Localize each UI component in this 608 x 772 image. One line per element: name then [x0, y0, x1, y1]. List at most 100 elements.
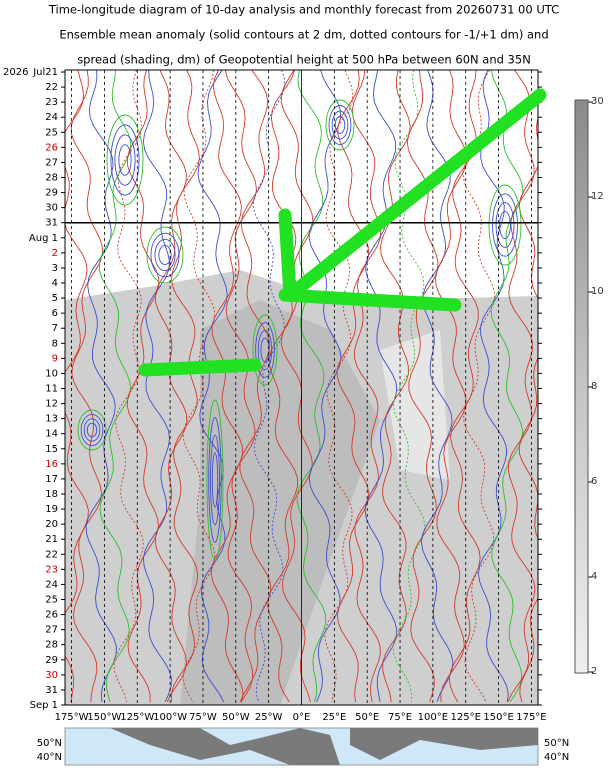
- y-tick-label: 13: [45, 414, 58, 425]
- y-tick-label: 2: [52, 248, 58, 259]
- contour: [224, 70, 257, 703]
- x-tick-label: 125°E: [451, 712, 481, 723]
- contour: [325, 99, 355, 151]
- x-tick-label: 0°E: [293, 712, 311, 723]
- map-label: 50°N: [37, 738, 62, 749]
- colorbar-tick-label: 8: [591, 381, 597, 392]
- contour: [406, 70, 439, 703]
- contour: [142, 70, 172, 703]
- contours: [65, 70, 538, 703]
- contour: [158, 245, 172, 265]
- contour: [113, 70, 144, 703]
- y-tick-label: 4: [52, 278, 58, 289]
- year-label: 2026: [3, 67, 28, 78]
- y-tick-label: 5: [52, 293, 58, 304]
- x-tick-label: 50°E: [355, 712, 379, 723]
- contour: [488, 184, 522, 266]
- contour: [308, 70, 342, 703]
- y-tick-label: 8: [52, 338, 58, 349]
- y-tick-label: 26: [45, 142, 58, 153]
- contour: [380, 70, 411, 703]
- contour: [260, 337, 270, 363]
- x-tick-label: 25°W: [255, 712, 283, 723]
- colorbar-tick-label: 12: [591, 191, 604, 202]
- contour: [255, 322, 275, 378]
- contour: [106, 114, 144, 206]
- colorbar-tick-label: 6: [591, 476, 597, 487]
- x-tick-label: 100°E: [418, 712, 448, 723]
- contour: [154, 70, 188, 703]
- contour: [206, 399, 224, 561]
- contour: [492, 193, 518, 257]
- contour: [280, 70, 314, 703]
- contour: [435, 70, 468, 703]
- y-tick-label: 22: [45, 82, 58, 93]
- y-tick-label: 20: [45, 519, 58, 530]
- contour: [86, 422, 98, 438]
- y-tick-label: 23: [45, 97, 58, 108]
- y-tick-label: 27: [45, 157, 58, 168]
- contour: [154, 238, 176, 272]
- y-tick-label: 12: [45, 399, 58, 410]
- y-tick-label: 25: [45, 595, 58, 606]
- y-tick-label: 21: [45, 534, 58, 545]
- contour: [77, 409, 107, 451]
- contour: [334, 116, 346, 134]
- y-tick-label: 7: [52, 323, 58, 334]
- y-tick-label: 18: [45, 489, 58, 500]
- contour: [182, 70, 216, 703]
- contour: [210, 434, 220, 526]
- y-tick-label: 29: [45, 655, 58, 666]
- contour: [252, 70, 286, 703]
- colorbar-tick-label: 10: [591, 286, 604, 297]
- y-tick-label: 19: [45, 504, 58, 515]
- contour: [331, 110, 349, 140]
- contour: [336, 70, 370, 703]
- y-tick-label: 23: [45, 564, 58, 575]
- annotation-arrow: [138, 88, 547, 377]
- x-tick-label: 125°W: [120, 712, 154, 723]
- y-tick-label: 30: [45, 203, 58, 214]
- contour: [351, 70, 382, 703]
- contour: [267, 70, 298, 703]
- contour: [490, 70, 524, 703]
- y-tick-label: 6: [52, 308, 58, 319]
- y-tick-label: 29: [45, 188, 58, 199]
- y-tick-label: 26: [45, 610, 58, 621]
- contour: [80, 413, 104, 447]
- contour: [65, 70, 89, 703]
- contour: [146, 226, 184, 284]
- y-tick-label: Sep 1: [30, 700, 58, 711]
- contour: [499, 210, 511, 240]
- contour: [150, 232, 180, 278]
- contour: [462, 70, 496, 703]
- x-tick-label: 150°W: [87, 712, 121, 723]
- plot-area: [65, 70, 538, 705]
- x-tick-label: 75°W: [189, 712, 217, 723]
- map-label: 50°N: [544, 738, 569, 749]
- colorbar-tick-label: 4: [591, 571, 597, 582]
- contour: [364, 70, 398, 703]
- map-label: 40°N: [544, 752, 569, 763]
- contour: [518, 116, 538, 703]
- map-label: 40°N: [37, 752, 62, 763]
- x-tick-label: 100°W: [153, 712, 187, 723]
- y-tick-label: 27: [45, 625, 58, 636]
- contour: [448, 70, 481, 703]
- contour: [110, 124, 140, 196]
- y-tick-label: 15: [45, 444, 58, 455]
- colorbar: [574, 99, 589, 674]
- contour: [257, 329, 273, 371]
- contour: [85, 70, 117, 703]
- contour: [114, 134, 136, 186]
- contour: [328, 105, 352, 145]
- contour: [208, 417, 222, 543]
- y-tick-label: 16: [45, 459, 58, 470]
- y-tick-label: 10: [45, 368, 58, 379]
- contour: [211, 452, 219, 508]
- x-tick-label: 50°W: [222, 712, 250, 723]
- contour: [420, 70, 454, 703]
- y-tick-label: 25: [45, 127, 58, 138]
